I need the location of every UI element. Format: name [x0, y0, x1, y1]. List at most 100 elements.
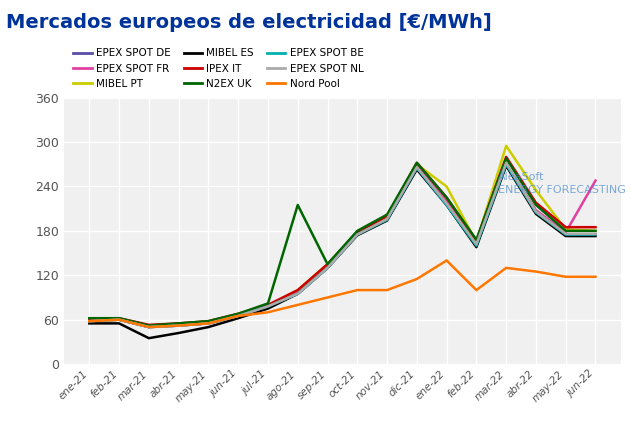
- Nord Pool: [264, 309, 272, 315]
- EPEX SPOT FR: [472, 242, 480, 247]
- EPEX SPOT DE: [145, 325, 153, 330]
- EPEX SPOT DE: [562, 232, 570, 237]
- MIBEL ES: [502, 163, 510, 168]
- EPEX SPOT BE: [175, 323, 182, 328]
- Nord Pool: [353, 287, 361, 293]
- IPEX IT: [145, 322, 153, 328]
- EPEX SPOT DE: [591, 232, 599, 237]
- EPEX SPOT NL: [324, 265, 332, 270]
- MIBEL ES: [472, 245, 480, 250]
- MIBEL ES: [145, 336, 153, 341]
- N2EX UK: [86, 316, 93, 321]
- Line: EPEX SPOT FR: EPEX SPOT FR: [90, 164, 595, 327]
- Nord Pool: [591, 274, 599, 279]
- IPEX IT: [443, 195, 451, 200]
- EPEX SPOT FR: [562, 230, 570, 235]
- N2EX UK: [294, 202, 301, 208]
- Nord Pool: [145, 325, 153, 330]
- MIBEL PT: [532, 187, 540, 193]
- N2EX UK: [264, 301, 272, 306]
- MIBEL ES: [294, 291, 301, 297]
- Nord Pool: [413, 276, 420, 281]
- Text: Mercados europeos de electricidad [€/MWh]: Mercados europeos de electricidad [€/MWh…: [6, 13, 492, 32]
- EPEX SPOT BE: [413, 165, 420, 170]
- IPEX IT: [234, 311, 242, 317]
- MIBEL PT: [353, 230, 361, 235]
- EPEX SPOT NL: [472, 242, 480, 247]
- Nord Pool: [562, 274, 570, 279]
- Line: MIBEL PT: MIBEL PT: [90, 146, 595, 325]
- MIBEL ES: [562, 234, 570, 239]
- EPEX SPOT NL: [175, 323, 182, 328]
- Line: EPEX SPOT NL: EPEX SPOT NL: [90, 163, 595, 327]
- EPEX SPOT NL: [413, 165, 420, 170]
- Line: IPEX IT: IPEX IT: [90, 157, 595, 325]
- IPEX IT: [86, 317, 93, 322]
- MIBEL PT: [264, 304, 272, 309]
- IPEX IT: [294, 287, 301, 293]
- IPEX IT: [353, 230, 361, 235]
- N2EX UK: [443, 195, 451, 200]
- EPEX SPOT DE: [294, 291, 301, 297]
- EPEX SPOT DE: [234, 313, 242, 319]
- MIBEL ES: [383, 218, 391, 223]
- IPEX IT: [591, 225, 599, 230]
- MIBEL PT: [205, 320, 212, 325]
- EPEX SPOT BE: [264, 304, 272, 309]
- IPEX IT: [383, 214, 391, 219]
- Nord Pool: [86, 318, 93, 324]
- MIBEL PT: [383, 214, 391, 219]
- MIBEL ES: [324, 265, 332, 270]
- EPEX SPOT DE: [532, 210, 540, 215]
- MIBEL PT: [324, 262, 332, 267]
- MIBEL ES: [86, 321, 93, 326]
- N2EX UK: [145, 323, 153, 328]
- EPEX SPOT DE: [353, 232, 361, 237]
- EPEX SPOT BE: [324, 265, 332, 270]
- IPEX IT: [205, 318, 212, 324]
- EPEX SPOT NL: [562, 231, 570, 237]
- MIBEL ES: [264, 306, 272, 311]
- N2EX UK: [324, 262, 332, 267]
- IPEX IT: [502, 154, 510, 159]
- N2EX UK: [205, 318, 212, 324]
- EPEX SPOT FR: [324, 264, 332, 269]
- IPEX IT: [532, 200, 540, 206]
- EPEX SPOT DE: [413, 165, 420, 170]
- Line: N2EX UK: N2EX UK: [90, 159, 595, 325]
- MIBEL PT: [591, 228, 599, 234]
- EPEX SPOT FR: [115, 317, 123, 322]
- MIBEL ES: [591, 234, 599, 239]
- N2EX UK: [472, 237, 480, 242]
- EPEX SPOT FR: [294, 289, 301, 294]
- EPEX SPOT BE: [115, 317, 123, 322]
- Legend: EPEX SPOT DE, EPEX SPOT FR, MIBEL PT, MIBEL ES, IPEX IT, N2EX UK, EPEX SPOT BE, : EPEX SPOT DE, EPEX SPOT FR, MIBEL PT, MI…: [69, 44, 367, 93]
- N2EX UK: [115, 316, 123, 321]
- Line: EPEX SPOT DE: EPEX SPOT DE: [90, 164, 595, 327]
- MIBEL ES: [205, 325, 212, 330]
- EPEX SPOT NL: [115, 317, 123, 322]
- IPEX IT: [472, 238, 480, 243]
- EPEX SPOT DE: [175, 323, 182, 328]
- EPEX SPOT DE: [115, 317, 123, 322]
- MIBEL ES: [413, 167, 420, 172]
- EPEX SPOT BE: [532, 210, 540, 215]
- Nord Pool: [115, 317, 123, 322]
- MIBEL PT: [234, 313, 242, 319]
- N2EX UK: [532, 202, 540, 208]
- EPEX SPOT DE: [264, 304, 272, 309]
- MIBEL ES: [175, 330, 182, 336]
- EPEX SPOT NL: [234, 313, 242, 319]
- N2EX UK: [502, 156, 510, 161]
- EPEX SPOT DE: [205, 321, 212, 326]
- EPEX SPOT FR: [383, 215, 391, 220]
- EPEX SPOT BE: [353, 232, 361, 237]
- Nord Pool: [383, 287, 391, 293]
- EPEX SPOT FR: [353, 232, 361, 237]
- EPEX SPOT NL: [591, 231, 599, 237]
- Nord Pool: [175, 323, 182, 328]
- N2EX UK: [413, 160, 420, 166]
- EPEX SPOT BE: [86, 318, 93, 324]
- EPEX SPOT NL: [205, 321, 212, 326]
- EPEX SPOT NL: [502, 160, 510, 166]
